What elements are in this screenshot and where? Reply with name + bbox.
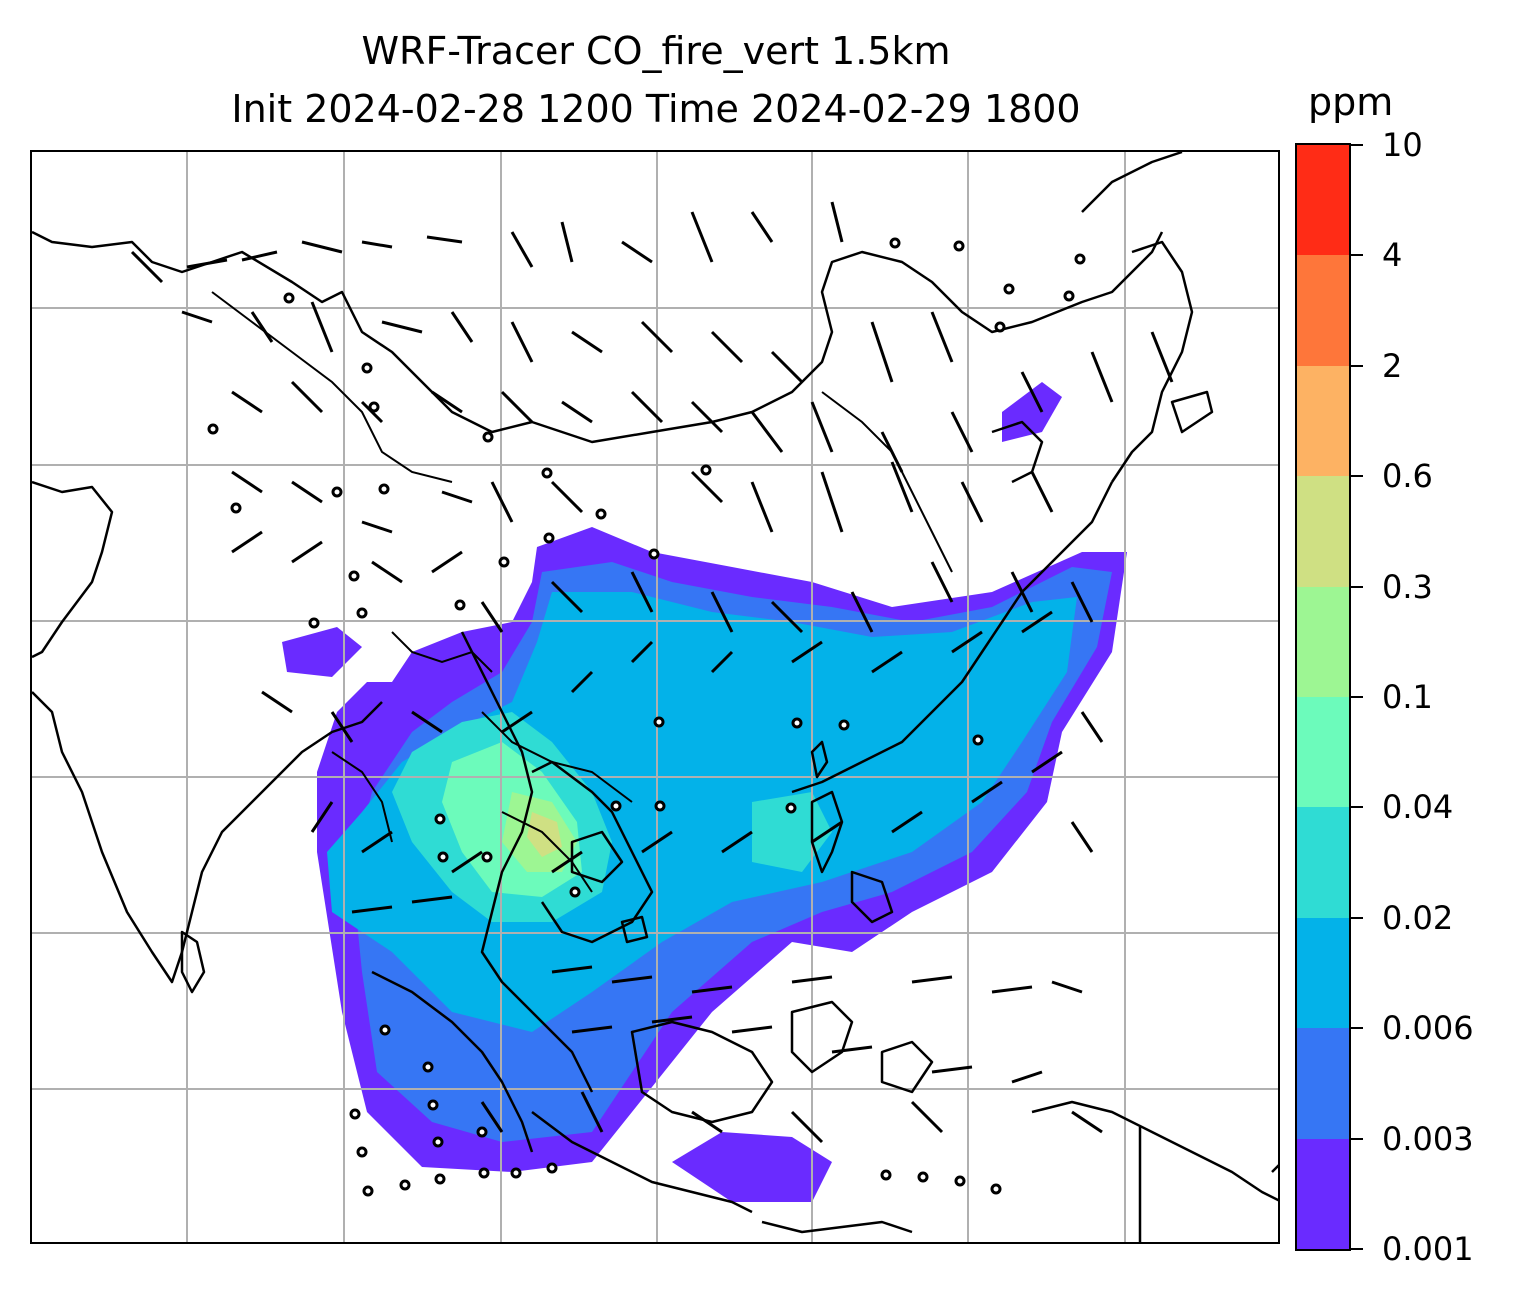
- wind-barbs: [130, 201, 1174, 1144]
- colorbar-tick: [1351, 475, 1363, 478]
- colorbar-tick-label: 0.001: [1382, 1230, 1474, 1268]
- calm-circles: [207, 237, 1086, 1197]
- plot-subtitle: Init 2024-02-28 1200 Time 2024-02-29 180…: [231, 87, 1081, 131]
- colorbar-segment: [1297, 475, 1349, 587]
- colorbar-tick-label: 0.006: [1382, 1009, 1474, 1048]
- colorbar-segment: [1297, 806, 1349, 918]
- colorbar-tick: [1351, 144, 1363, 146]
- colorbar-tick-label: 0.1: [1382, 678, 1433, 716]
- colorbar-tick: [1351, 254, 1363, 257]
- colorbar-tick-label: 0.02: [1382, 898, 1454, 937]
- colorbar-tick-label: 0.04: [1382, 788, 1454, 827]
- colorbar-tick-label: 10: [1382, 126, 1423, 164]
- colorbar-tick-label: 4: [1382, 236, 1403, 275]
- colorbar-tick: [1351, 1248, 1363, 1250]
- colorbar-tick: [1351, 585, 1363, 588]
- colorbar-segment: [1297, 145, 1349, 256]
- field-band-0001-south: [672, 1132, 832, 1202]
- field-band-0001-left: [282, 627, 362, 677]
- colorbar-tick-label: 0.003: [1382, 1119, 1474, 1158]
- colorbar-segment: [1297, 254, 1349, 366]
- field-band-0001-north: [1002, 382, 1062, 442]
- colorbar-tick: [1351, 1137, 1363, 1140]
- colorbar-segment: [1297, 916, 1349, 1029]
- colorbar-tick-label: 0.6: [1382, 457, 1433, 496]
- colorbar-segment: [1297, 1027, 1349, 1139]
- colorbar-segment: [1297, 364, 1349, 477]
- colorbar: [1295, 143, 1351, 1251]
- map-canvas: [32, 152, 1278, 1242]
- plot-title: WRF-Tracer CO_fire_vert 1.5km: [361, 29, 951, 73]
- colorbar-tick: [1351, 696, 1363, 698]
- gridlines: [32, 152, 1278, 1242]
- colorbar-segment: [1297, 585, 1349, 697]
- colorbar-tick: [1351, 806, 1363, 809]
- concentration-field: [282, 382, 1127, 1202]
- colorbar-tick: [1351, 916, 1363, 919]
- colorbar-tick: [1351, 1027, 1363, 1030]
- colorbar-tick: [1351, 364, 1363, 367]
- colorbar-segment: [1297, 1137, 1349, 1249]
- map-panel: [30, 150, 1280, 1244]
- colorbar-tick-label: 2: [1382, 346, 1403, 385]
- colorbar-unit-label: ppm: [1308, 80, 1394, 124]
- colorbar-tick-label: 0.3: [1382, 567, 1433, 606]
- colorbar-segment: [1297, 696, 1349, 808]
